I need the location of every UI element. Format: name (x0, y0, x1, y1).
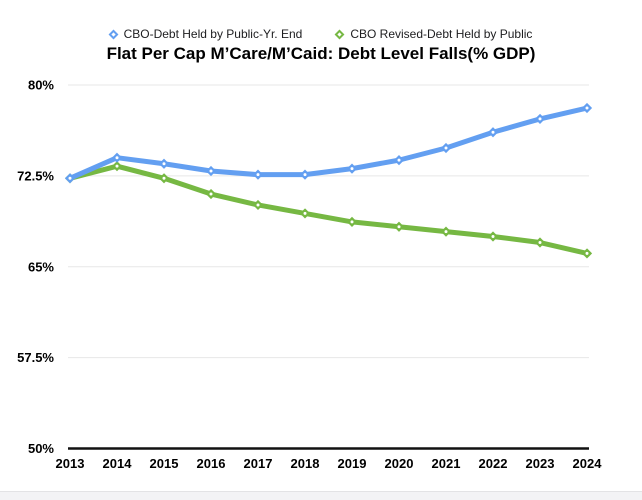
data-point-center (397, 158, 401, 162)
x-axis-tick-label: 2014 (103, 456, 133, 471)
x-axis-tick-label: 2018 (291, 456, 320, 471)
data-point-center (68, 176, 72, 180)
data-point-center (491, 234, 495, 238)
x-axis-tick-label: 2023 (526, 456, 555, 471)
data-point-center (162, 162, 166, 166)
legend-item-cbo-debt: CBO-Debt Held by Public-Yr. End (108, 27, 303, 41)
x-axis-tick-label: 2017 (244, 456, 273, 471)
chart-legend: CBO-Debt Held by Public-Yr. End CBO Revi… (0, 27, 642, 41)
x-axis-tick-label: 2015 (150, 456, 179, 471)
x-axis-tick-label: 2024 (573, 456, 603, 471)
y-axis-tick-label: 80% (28, 78, 54, 93)
data-point-center (444, 146, 448, 150)
data-point-center (209, 192, 213, 196)
series-line-1 (67, 163, 590, 256)
x-axis-tick-label: 2019 (338, 456, 367, 471)
y-axis-tick-label: 65% (28, 259, 54, 274)
data-point-center (209, 169, 213, 173)
x-axis-tick-label: 2021 (432, 456, 461, 471)
data-point-center (538, 117, 542, 121)
data-point-center (444, 230, 448, 234)
data-point-center (350, 220, 354, 224)
y-axis-tick-label: 50% (28, 441, 54, 456)
data-point-center (303, 211, 307, 215)
data-point-center (397, 225, 401, 229)
x-axis-tick-label: 2020 (385, 456, 414, 471)
legend-item-cbo-revised: CBO Revised-Debt Held by Public (334, 27, 533, 41)
data-point-center (115, 156, 119, 160)
x-axis-tick-label: 2013 (56, 456, 85, 471)
data-point-center (162, 176, 166, 180)
data-point-center (538, 241, 542, 245)
bottom-panel-edge (0, 491, 642, 500)
chart-title: Flat Per Cap M’Care/M’Caid: Debt Level F… (106, 44, 536, 63)
data-point-center (256, 203, 260, 207)
x-axis-tick-label: 2022 (479, 456, 508, 471)
data-point-center (585, 106, 589, 110)
series-line-0 (67, 105, 590, 181)
data-point-center (585, 251, 589, 255)
y-axis-tick-label: 57.5% (17, 350, 54, 365)
data-point-center (115, 164, 119, 168)
data-point-center (491, 130, 495, 134)
x-axis-tick-label: 2016 (197, 456, 226, 471)
data-point-center (256, 173, 260, 177)
y-axis-tick-label: 72.5% (17, 168, 54, 183)
legend-label-cbo-debt: CBO-Debt Held by Public-Yr. End (123, 27, 303, 41)
data-point-center (350, 167, 354, 171)
legend-label-cbo-revised: CBO Revised-Debt Held by Public (350, 27, 533, 41)
data-point-center (303, 173, 307, 177)
